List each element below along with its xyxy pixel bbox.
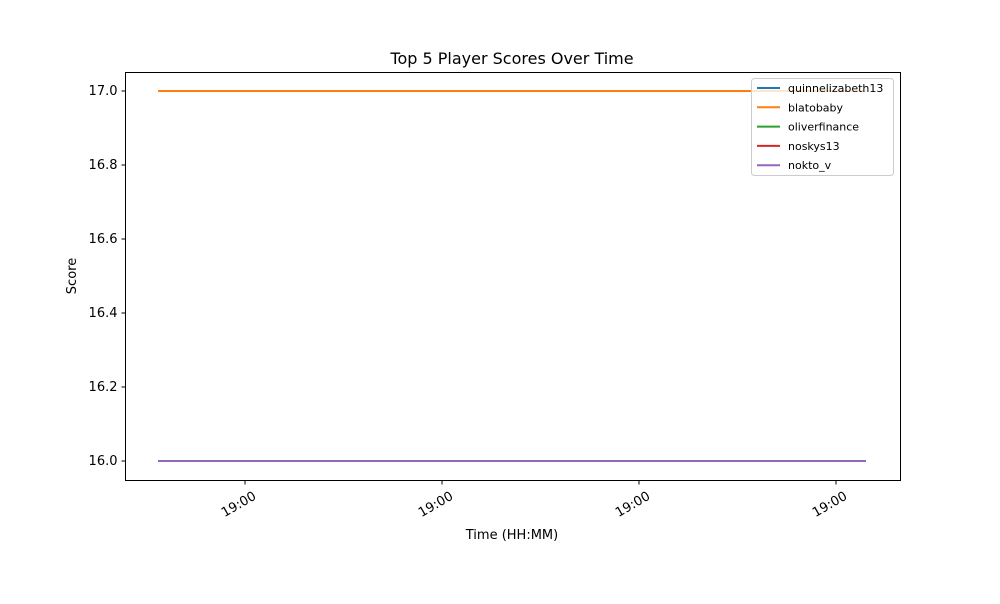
- y-tick-label: 17.0: [89, 84, 118, 99]
- y-axis-label: Score: [65, 258, 80, 294]
- legend-label: oliverfinance: [788, 121, 859, 134]
- y-tick-label: 16.6: [89, 232, 118, 247]
- x-axis-label: Time (HH:MM): [465, 528, 558, 543]
- y-tick-label: 16.0: [89, 454, 118, 469]
- chart-title: Top 5 Player Scores Over Time: [389, 49, 633, 68]
- x-tick-label: 19:00: [810, 489, 850, 521]
- legend-label: nokto_v: [788, 159, 832, 172]
- y-tick-label: 16.8: [89, 158, 118, 173]
- y-tick-label: 16.2: [89, 380, 118, 395]
- legend-box: [751, 78, 894, 176]
- x-tick-label: 19:00: [416, 489, 456, 521]
- y-tick-label: 16.4: [89, 306, 118, 321]
- x-tick-label: 19:00: [613, 489, 653, 521]
- x-tick-label: 19:00: [219, 489, 259, 521]
- legend-label: blatobaby: [788, 101, 844, 114]
- plot-area-frame: [125, 72, 901, 481]
- legend: quinnelizabeth13 blatobaby oliverfinance no…: [751, 78, 894, 176]
- legend-label: noskys13: [788, 140, 840, 153]
- legend-label: quinnelizabeth13: [788, 82, 883, 95]
